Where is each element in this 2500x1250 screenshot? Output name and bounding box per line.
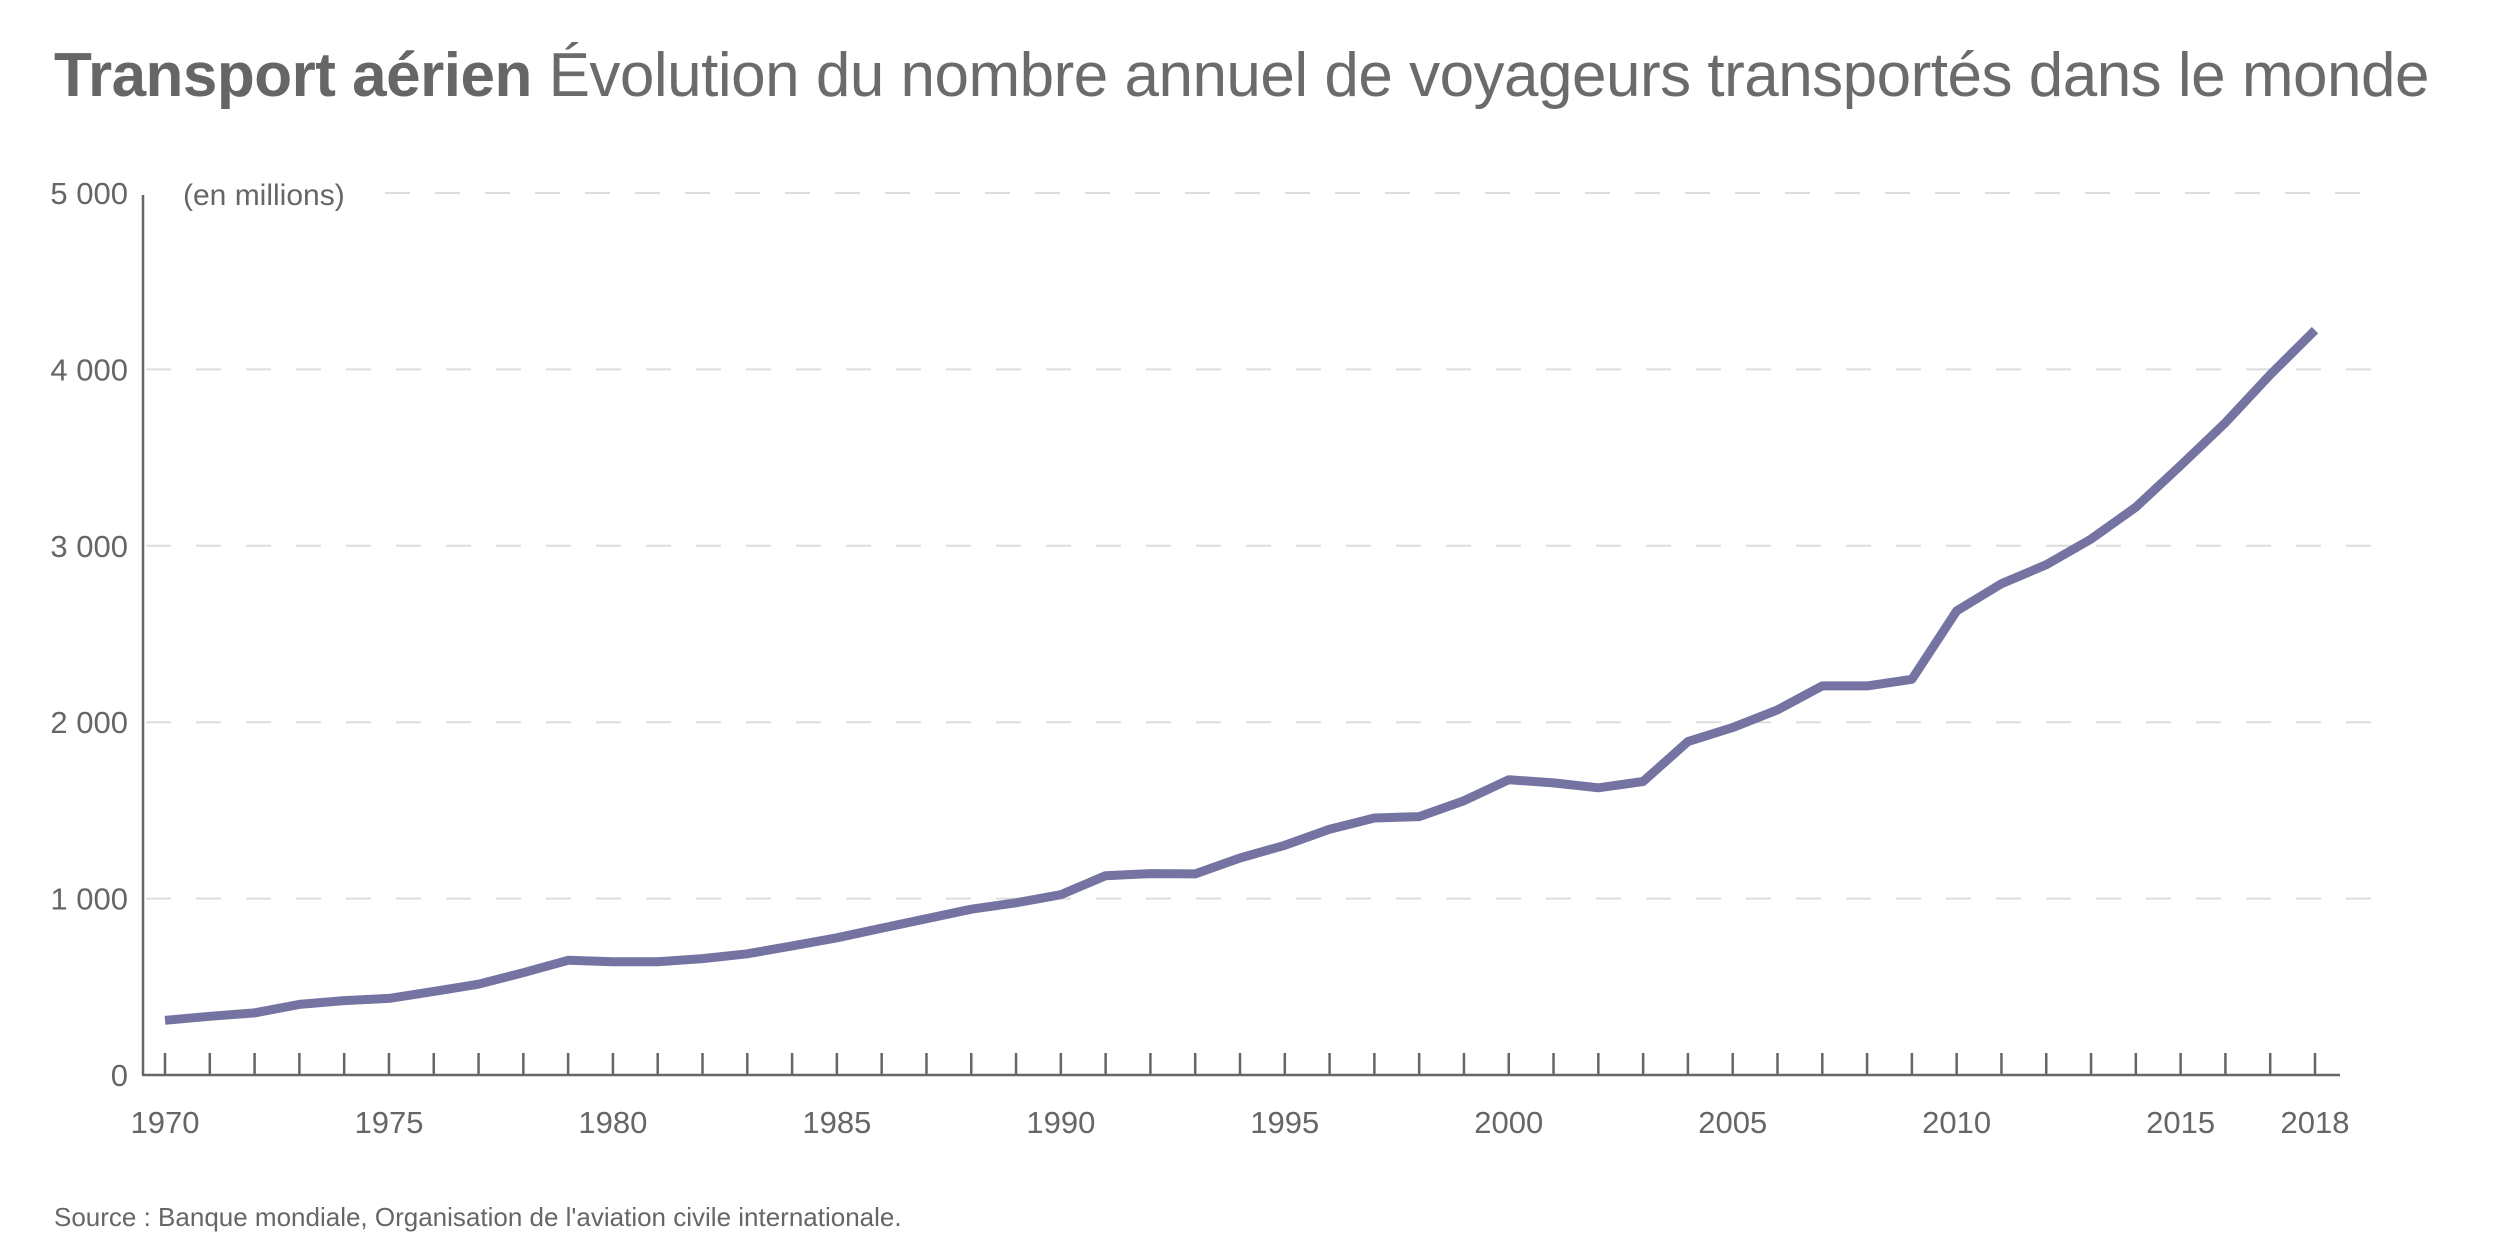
- y-axis-unit-label: (en millions): [183, 179, 345, 212]
- x-tick-label: 2000: [1474, 1105, 1543, 1140]
- x-tick-label: 2018: [2281, 1105, 2350, 1140]
- x-tick-label: 1970: [131, 1105, 200, 1140]
- y-tick-label: 4 000: [50, 352, 128, 387]
- series-line-passengers: [164, 327, 2319, 1025]
- x-tick-label: 2010: [1922, 1105, 1991, 1140]
- y-tick-label: 1 000: [50, 882, 128, 917]
- chart-title-subtitle: Évolution du nombre annuel de voyageurs …: [548, 41, 2430, 110]
- y-tick-label: 0: [111, 1058, 128, 1093]
- data-points: [164, 330, 2316, 1021]
- y-tick-label: 5 000: [50, 176, 128, 211]
- x-tick-labels: 1970 1975 1980 1985 1990 1995 2000 2005 2010 2015…: [131, 1105, 2350, 1140]
- y-tick-label: 2 000: [50, 705, 128, 740]
- x-tick-label: 2015: [2146, 1105, 2215, 1140]
- x-tick-label: 1990: [1026, 1105, 1095, 1140]
- chart-title: Transport aérien Évolution du nombre ann…: [54, 40, 2429, 111]
- gridlines: [146, 192, 2380, 900]
- y-tick-label: 3 000: [50, 529, 128, 564]
- x-tick-label: 1985: [802, 1105, 871, 1140]
- x-tick-label: 1995: [1250, 1105, 1319, 1140]
- x-tick-label: 1975: [354, 1105, 423, 1140]
- y-tick-labels: 0 1 000 2 000 3 000 4 000 5 000: [50, 176, 128, 1093]
- x-ticks: [163, 1053, 2317, 1075]
- x-tick-label: 1980: [578, 1105, 647, 1140]
- chart-title-bold: Transport aérien: [54, 41, 532, 110]
- x-tick-label: 2005: [1698, 1105, 1767, 1140]
- source-note: Source : Banque mondiale, Organisation d…: [54, 1202, 902, 1232]
